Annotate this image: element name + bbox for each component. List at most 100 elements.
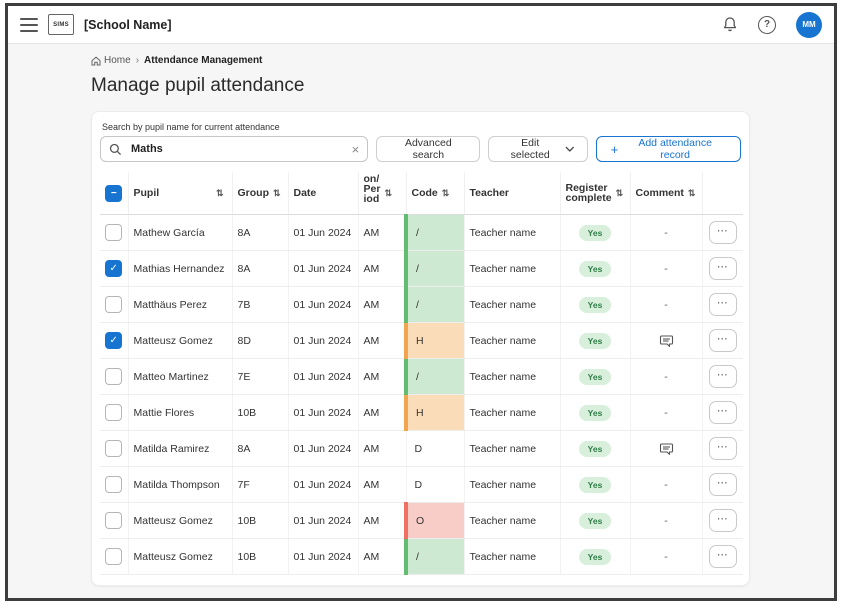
actions-cell: ⋯	[702, 358, 743, 395]
column-header-period[interactable]: on/ Per iod ⇅	[358, 172, 407, 215]
row-checkbox[interactable]: ✓	[105, 332, 123, 349]
register-complete-cell: Yes	[560, 502, 631, 539]
teacher-cell: Teacher name	[464, 358, 561, 395]
register-complete-badge: Yes	[578, 404, 612, 421]
row-checkbox[interactable]	[105, 476, 123, 493]
row-checkbox[interactable]	[105, 224, 123, 241]
hamburger-menu-icon[interactable]	[20, 17, 38, 32]
chevron-down-icon	[565, 146, 575, 152]
row-actions-button[interactable]: ⋯	[708, 473, 737, 496]
row-actions-button[interactable]: ⋯	[708, 401, 737, 424]
teacher-cell: Teacher name	[464, 214, 561, 251]
table-row: Matteusz Gomez 10B 01 Jun 2024 AM / Teacher n…	[100, 538, 743, 575]
group-cell: 10B	[232, 538, 289, 575]
help-button[interactable]: ?	[758, 15, 776, 34]
actions-cell: ⋯	[702, 322, 743, 359]
period-cell: AM	[358, 286, 407, 323]
row-checkbox[interactable]	[105, 512, 123, 529]
select-cell: ✓	[100, 322, 129, 359]
comment-icon[interactable]	[659, 334, 674, 348]
register-complete-cell: Yes	[560, 214, 631, 251]
row-checkbox[interactable]	[105, 368, 123, 385]
row-actions-button[interactable]: ⋯	[708, 293, 737, 316]
row-checkbox[interactable]	[105, 296, 123, 313]
select-all-checkbox[interactable]: −	[105, 184, 123, 202]
row-actions-button[interactable]: ⋯	[708, 545, 737, 568]
avatar[interactable]: MM	[796, 11, 822, 38]
teacher-cell: Teacher name	[464, 250, 561, 287]
select-cell	[100, 502, 129, 539]
comment-cell: -	[630, 250, 703, 287]
group-cell: 7B	[232, 286, 289, 323]
group-cell: 8A	[232, 214, 289, 251]
period-cell: AM	[358, 214, 407, 251]
sort-icon: ⇅	[687, 187, 696, 198]
register-complete-badge: Yes	[578, 512, 612, 529]
register-complete-cell: Yes	[560, 358, 631, 395]
date-cell: 01 Jun 2024	[288, 250, 359, 287]
row-checkbox[interactable]	[105, 440, 123, 457]
clear-search-icon[interactable]: ×	[351, 141, 360, 157]
row-checkbox[interactable]	[105, 404, 123, 421]
select-cell	[100, 466, 129, 503]
group-cell: 7E	[232, 358, 289, 395]
code-cell: /	[404, 214, 465, 251]
add-attendance-record-button[interactable]: + Add attendance record	[595, 136, 742, 162]
search-box[interactable]: ×	[100, 136, 369, 162]
comment-icon[interactable]	[659, 442, 674, 456]
register-complete-badge: Yes	[578, 332, 612, 349]
register-complete-badge: Yes	[578, 224, 612, 241]
row-actions-button[interactable]: ⋯	[708, 509, 737, 532]
period-cell: AM	[358, 322, 407, 359]
row-actions-button[interactable]: ⋯	[708, 221, 737, 244]
select-cell	[100, 538, 129, 575]
main-content: Home › Attendance Management Manage pupi…	[8, 44, 834, 598]
period-cell: AM	[358, 502, 407, 539]
row-actions-button[interactable]: ⋯	[708, 329, 737, 352]
group-cell: 8D	[232, 322, 289, 359]
sort-icon: ⇅	[441, 187, 450, 198]
app-window: SIMS [School Name] ? MM Home ›	[5, 3, 837, 601]
column-header-comment[interactable]: Comment ⇅	[630, 172, 703, 215]
row-checkbox[interactable]	[105, 548, 123, 565]
notifications-button[interactable]	[722, 16, 738, 33]
advanced-search-button[interactable]: Advanced search	[376, 136, 481, 162]
teacher-cell: Teacher name	[464, 286, 561, 323]
comment-cell: -	[630, 286, 703, 323]
comment-cell: -	[630, 358, 703, 395]
column-header-register-complete[interactable]: Register complete ⇅	[560, 172, 631, 215]
search-icon	[109, 143, 122, 155]
pupil-cell: Matteusz Gomez	[128, 502, 233, 539]
period-cell: AM	[358, 250, 407, 287]
period-cell: AM	[358, 394, 407, 431]
comment-cell: -	[630, 214, 703, 251]
row-actions-button[interactable]: ⋯	[708, 365, 737, 388]
row-checkbox[interactable]: ✓	[105, 260, 123, 277]
actions-cell: ⋯	[702, 250, 743, 287]
attendance-panel: Search by pupil name for current attenda…	[91, 111, 750, 586]
date-cell: 01 Jun 2024	[288, 322, 359, 359]
table-row: Matteusz Gomez 10B 01 Jun 2024 AM O Teacher n…	[100, 502, 743, 539]
breadcrumb-home-link[interactable]: Home	[91, 55, 131, 66]
pupil-cell: Matteusz Gomez	[128, 322, 233, 359]
attendance-table: − Pupil ⇅ Group ⇅	[100, 172, 743, 575]
date-cell: 01 Jun 2024	[288, 214, 359, 251]
breadcrumb: Home › Attendance Management	[91, 55, 834, 66]
teacher-cell: Teacher name	[464, 394, 561, 431]
column-header-group[interactable]: Group ⇅	[232, 172, 289, 215]
column-header-pupil[interactable]: Pupil ⇅	[128, 172, 233, 215]
row-actions-button[interactable]: ⋯	[708, 257, 737, 280]
column-header-actions	[702, 172, 743, 215]
controls-row: × Advanced search Edit selected + Add at…	[100, 136, 742, 162]
comment-cell: -	[630, 466, 703, 503]
search-input[interactable]	[129, 142, 345, 156]
edit-selected-button[interactable]: Edit selected	[488, 136, 588, 162]
actions-cell: ⋯	[702, 538, 743, 575]
actions-cell: ⋯	[702, 214, 743, 251]
select-cell	[100, 214, 129, 251]
row-actions-button[interactable]: ⋯	[708, 437, 737, 460]
column-header-code[interactable]: Code ⇅	[406, 172, 465, 215]
pupil-cell: Matthäus Perez	[128, 286, 233, 323]
group-cell: 8A	[232, 430, 289, 467]
breadcrumb-separator: ›	[135, 55, 140, 66]
